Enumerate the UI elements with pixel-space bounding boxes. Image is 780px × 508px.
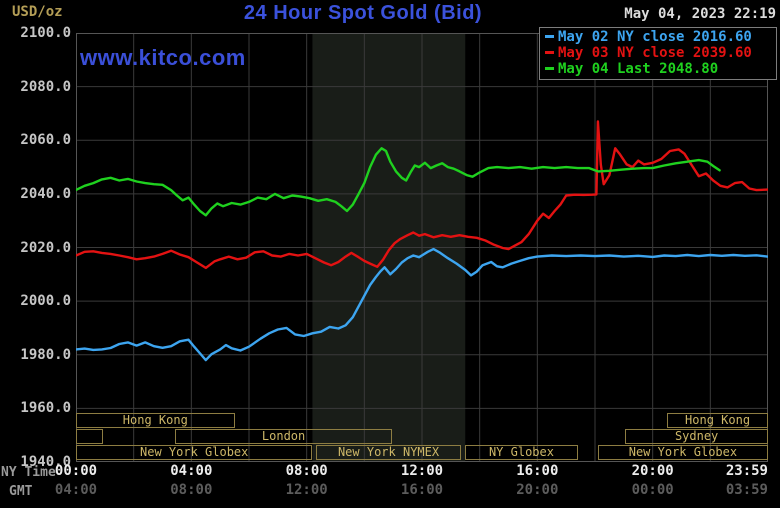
ny-time-tick: 23:59 bbox=[725, 463, 768, 479]
series-may03-line bbox=[74, 120, 769, 270]
ny-time-tick: 00:00 bbox=[54, 463, 98, 479]
legend: May 02 NY close 2016.60 May 03 NY close … bbox=[539, 27, 777, 80]
gmt-tick: 03:59 bbox=[725, 482, 768, 498]
gmt-tick: 20:00 bbox=[516, 482, 559, 498]
gmt-tick: 12:00 bbox=[285, 482, 328, 498]
y-tick-label: 2020.0 bbox=[20, 239, 71, 256]
chart-timestamp: May 04, 2023 22:19 bbox=[624, 6, 776, 22]
session-bar-new-york-nymex: New York NYMEX bbox=[316, 445, 461, 460]
plot-area bbox=[74, 32, 769, 463]
legend-label-may02: May 02 NY close 2016.60 bbox=[558, 29, 752, 45]
y-tick-label: 2100.0 bbox=[20, 25, 71, 41]
gmt-tick: 08:00 bbox=[170, 482, 213, 498]
may02-line-swatch bbox=[545, 35, 554, 38]
may04-line-swatch bbox=[545, 67, 554, 70]
session-bar-hong-kong: Hong Kong bbox=[667, 413, 768, 428]
y-tick-label: 2000.0 bbox=[20, 293, 71, 310]
legend-row-may04: May 04 Last 2048.80 bbox=[543, 61, 773, 77]
y-tick-label: 1960.0 bbox=[20, 400, 71, 417]
legend-label-may04: May 04 Last 2048.80 bbox=[558, 61, 719, 77]
session-bar-ny-globex: NY Globex bbox=[465, 445, 578, 460]
session-bar-unlabeled bbox=[76, 429, 104, 444]
session-bar-sydney: Sydney bbox=[625, 429, 768, 444]
series-may02-line bbox=[74, 247, 769, 362]
y-tick-label: 1980.0 bbox=[20, 346, 71, 363]
session-bar-new-york-globex: New York Globex bbox=[597, 445, 768, 460]
chart-canvas bbox=[74, 32, 769, 463]
y-tick-label: 1940.0 bbox=[20, 454, 71, 470]
y-tick-label: 2080.0 bbox=[20, 78, 71, 95]
gmt-tick: 00:00 bbox=[631, 482, 674, 498]
y-tick-label: 2040.0 bbox=[20, 185, 71, 202]
session-bar-london: London bbox=[175, 429, 392, 444]
session-bar-hong-kong: Hong Kong bbox=[76, 413, 235, 428]
may03-line-swatch bbox=[545, 51, 554, 54]
plot-border bbox=[76, 33, 768, 462]
legend-row-may03: May 03 NY close 2039.60 bbox=[543, 45, 773, 61]
legend-row-may02: May 02 NY close 2016.60 bbox=[543, 29, 773, 45]
ny-time-row-label: NY Time bbox=[1, 465, 56, 480]
ny-time-tick: 16:00 bbox=[516, 463, 559, 479]
session-bar-new-york-globex: New York Globex bbox=[76, 445, 313, 460]
ny-time-tick: 12:00 bbox=[400, 463, 444, 479]
ny-time-tick: 08:00 bbox=[285, 463, 328, 479]
kitco-watermark-link[interactable]: www.kitco.com bbox=[80, 45, 246, 70]
gmt-tick: 16:00 bbox=[400, 482, 444, 498]
series-may04-line bbox=[74, 147, 721, 217]
legend-label-may03: May 03 NY close 2039.60 bbox=[558, 45, 752, 61]
ny-time-tick: 20:00 bbox=[631, 463, 674, 479]
gmt-tick: 04:00 bbox=[54, 482, 98, 498]
gmt-row-label: GMT bbox=[9, 484, 33, 499]
page-title: 24 Hour Spot Gold (Bid) bbox=[243, 2, 483, 24]
y-tick-label: 2060.0 bbox=[20, 132, 71, 149]
price-unit-label: USD/oz bbox=[12, 4, 63, 20]
ny-time-tick: 04:00 bbox=[170, 463, 213, 479]
